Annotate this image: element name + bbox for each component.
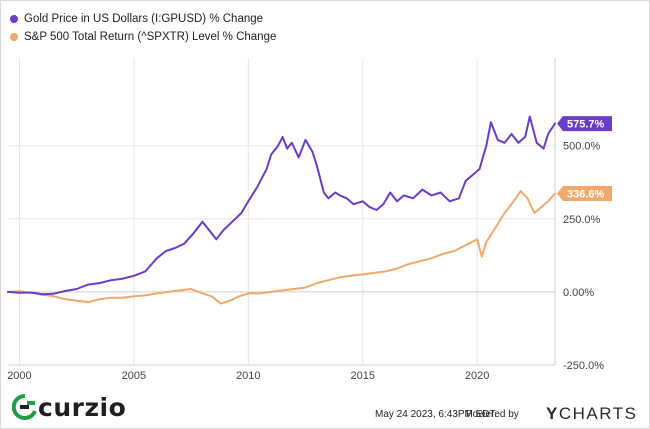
y-tick-label-2: 250.0%: [563, 214, 601, 226]
timestamp: May 24 2023, 6:43PM EDT.: [375, 409, 498, 420]
curzio-logo: curzio: [12, 394, 126, 420]
end-value-label-0: 575.7%: [567, 119, 605, 131]
powered-by-label: Powered by: [466, 409, 519, 420]
y-tick-label-3: 500.0%: [563, 141, 601, 153]
x-tick-label-2020: 2020: [465, 370, 489, 382]
legend-swatch-spx: [10, 33, 18, 41]
legend-label-spx: S&P 500 Total Return (^SPXTR) Level % Ch…: [24, 31, 277, 43]
ycharts-logo[interactable]: YCHARTS: [546, 405, 637, 422]
legend-item-gold[interactable]: Gold Price in US Dollars (I:GPUSD) % Cha…: [10, 10, 276, 28]
curzio-mark-icon: [12, 394, 37, 420]
end-value-tag-1: [557, 185, 612, 201]
legend: Gold Price in US Dollars (I:GPUSD) % Cha…: [10, 10, 276, 46]
series-line-0: [7, 115, 556, 296]
ycharts-logo-y: Y: [546, 404, 559, 423]
end-value-label-1: 336.6%: [567, 188, 605, 200]
x-tick-label-2015: 2015: [351, 370, 375, 382]
legend-item-spx[interactable]: S&P 500 Total Return (^SPXTR) Level % Ch…: [10, 28, 276, 46]
y-tick-label-1: 0.00%: [563, 287, 594, 299]
x-tick-label-2000: 2000: [7, 370, 31, 382]
legend-label-gold: Gold Price in US Dollars (I:GPUSD) % Cha…: [24, 13, 264, 25]
curzio-wordmark: curzio: [38, 392, 127, 422]
y-tick-label-0: -250.0%: [563, 360, 604, 372]
ycharts-logo-rest: CHARTS: [558, 404, 638, 423]
x-tick-label-2010: 2010: [236, 370, 260, 382]
series-line-1: [7, 190, 556, 305]
legend-swatch-gold: [10, 15, 18, 23]
x-tick-label-2005: 2005: [122, 370, 146, 382]
end-value-tag-0: [557, 116, 612, 132]
